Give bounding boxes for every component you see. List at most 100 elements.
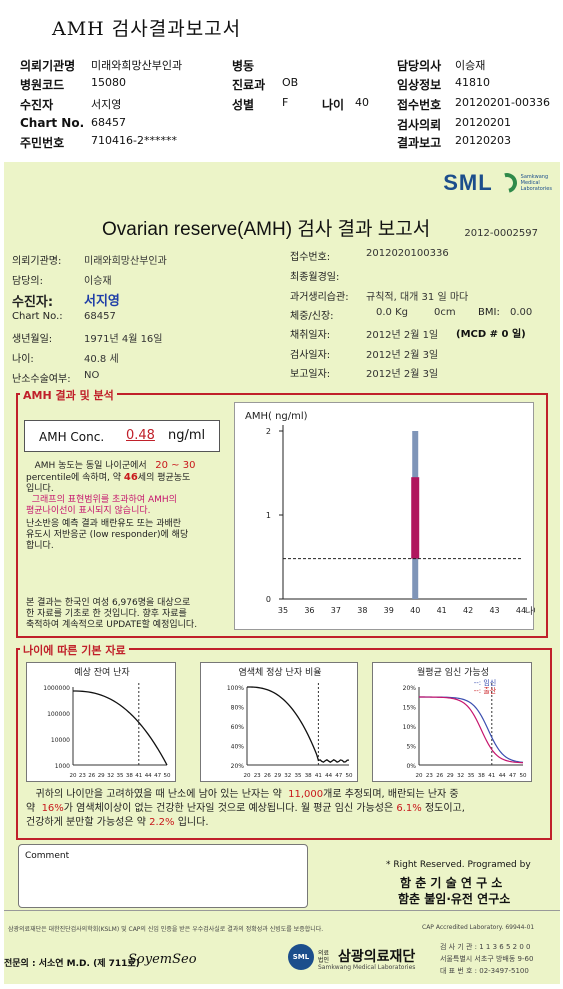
mini3-legend-birth: --: 출산 [474,686,497,695]
mini2-xtick-35: 35 [295,773,302,779]
weight-value: 0.0 Kg [376,307,408,318]
doctor-label: 담당의: [12,276,43,287]
amh-chart-xlabel: 나이 [525,606,535,617]
pregnancy-chart: 월평균 임신 가능성 20 23 26 29 32 35 38 41 44 47 50 20% 15% 10… [372,662,532,782]
report-number: 2012-0002597 [464,228,538,239]
mini2-ytick-3: 40% [231,744,245,751]
tel-line-1: 검 사 기 관 : 1 1 3 6 5 2 0 0 [440,943,531,951]
header-value4-0: 이승재 [455,59,486,72]
mini3-xtick-38: 38 [478,773,485,779]
amh-conc-unit: ng/ml [168,428,206,443]
mini1-ytick-2: 10000 [51,737,70,744]
receipt-label: 접수번호: [290,252,331,263]
mini3-curve-birth [418,696,524,764]
org-name: 삼광의료재단 [338,949,416,965]
tel-line-2: 서울특별시 서초구 방배동 9-60 [440,955,534,963]
patient-label: 수진자: [12,295,54,310]
amh-xtick-label-42: 42 [463,606,473,615]
amh-conc-label: AMH Conc. [39,430,105,444]
amh-xtick-label-39: 39 [384,606,394,615]
header-label4-4: 결과보고 [397,136,442,150]
report-date-value: 2012년 2월 3일 [366,369,439,380]
mcd-value: (MCD # 0 일) [456,329,526,340]
amh-xtick-label-44: 44 [516,606,526,615]
mini1-ytick-0: 1000000 [43,685,70,692]
amh-conc-box: AMH Conc. 0.48 ng/ml [24,420,220,452]
chartno-value: 68457 [84,311,116,322]
mini3-ytick-2: 10% [403,724,417,731]
header-label3-2: 나이 [322,98,345,112]
mini1-xtick-50: 50 [164,773,171,779]
amh-chart-ylabel: AMH( ng/ml) [245,411,308,422]
mini3-title: 월평균 임신 가능성 [417,666,489,678]
test-date-label: 검사일자: [290,350,331,361]
bmi-label: BMI: [478,307,500,318]
header-label4-0: 담당의사 [397,59,442,73]
referral-value: 미래와희망산부인과 [84,256,167,267]
amh-ytick-label-0: 0 [266,595,271,604]
logo-text: SML [443,170,493,195]
mini3-xtick-44: 44 [499,773,506,779]
mini1-ytick-3: 1000 [55,763,70,770]
mini3-xtick-41: 41 [488,773,495,779]
mini2-xtick-47: 47 [335,773,342,779]
header-value-2: 서지영 [91,98,122,111]
mini1-ytick-1: 100000 [47,711,70,718]
amh-ytick-label-2: 2 [266,427,271,436]
header-value4-3: 20120201 [455,116,511,129]
header-label4-2: 접수번호 [397,98,442,112]
mini1-xtick-44: 44 [145,773,152,779]
mini1-xtick-38: 38 [126,773,133,779]
header-value2-1: OB [282,76,299,89]
mini2-xtick-29: 29 [274,773,281,779]
header-value-4: 710416-2****** [91,134,177,147]
lmp-label: 최종월경일: [290,272,340,283]
doctor-sign-label: 전문의 : 서소연 M.D. (제 711호) [4,959,140,969]
test-date-value: 2012년 2월 3일 [366,350,439,361]
mini2-ytick-2: 60% [231,724,245,731]
header-label2-2: 성별 [232,98,255,112]
cap-text: CAP Accredited Laboratory. 69944-01 [422,924,535,931]
logo-subtext: Samkwang Medical Laboratories [520,174,552,192]
report-date-label: 보고일자: [290,369,331,380]
mini1-xtick-35: 35 [117,773,124,779]
age-summary-text: 귀하의 나이만을 고려하였을 때 난소에 남아 있는 난자는 약 11,000개… [26,789,465,828]
mini3-ytick-3: 5% [406,744,416,751]
mini1-xtick-20: 20 [70,773,77,779]
mini1-xtick-23: 23 [79,773,86,779]
header-value3-2: 40 [355,96,369,109]
amh-xtick-label-37: 37 [331,606,341,615]
mini1-xtick-47: 47 [154,773,161,779]
amh-footnote: 본 결과는 한국인 여성 6,976명을 대상으로 한 자료를 기초로 한 것입… [26,598,198,630]
age-value: 40.8 세 [84,354,119,365]
patient-value: 서지영 [84,294,120,309]
header-value2-2: F [282,96,289,109]
header-label-4: 주민번호 [20,136,65,150]
lab-name-1: 함 춘 기 술 연 구 소 [400,876,503,890]
header-value-1: 15080 [91,76,126,89]
mini2-ytick-1: 80% [231,705,245,712]
header-label-2: 수진자 [20,98,54,112]
mini3-curve-pregnancy [418,696,524,763]
mini2-ytick-4: 20% [231,763,245,770]
header-value4-1: 41810 [455,76,490,89]
mini1-title: 예상 잔여 난자 [74,666,130,678]
bmi-value: 0.00 [510,307,533,318]
mini2-xtick-32: 32 [284,773,291,779]
mini1-xtick-26: 26 [88,773,95,779]
draw-label: 채취일자: [290,330,331,341]
header-label2-1: 진료과 [232,78,266,92]
mini1-xtick-32: 32 [107,773,114,779]
mini3-xtick-20: 20 [416,773,423,779]
draw-value: 2012년 2월 1일 [366,330,439,341]
mini2-xtick-41: 41 [315,773,322,779]
referral-label: 의뢰기관명: [12,256,62,267]
header-label4-3: 검사의뢰 [397,118,442,132]
birth-label: 생년월일: [12,334,53,345]
amh-conc-value: 0.48 [126,428,155,443]
age-label: 나이: [12,354,34,365]
logo-arc-icon [492,169,521,197]
mini3-legend-pregnancy: --: 임신 [474,678,497,687]
mini1-xtick-29: 29 [98,773,105,779]
header-value4-4: 20120203 [455,134,511,147]
